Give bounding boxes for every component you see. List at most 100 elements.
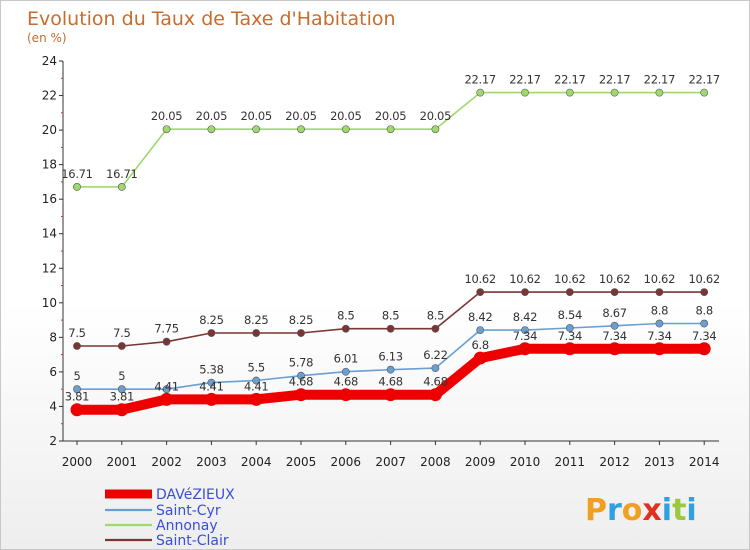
y-axis-unit: (en %) <box>27 31 67 45</box>
data-label: 22.17 <box>644 73 675 87</box>
data-label: 5.78 <box>289 356 313 370</box>
data-label: 22.17 <box>554 73 585 87</box>
data-label: 6.01 <box>334 352 358 366</box>
data-label: 20.05 <box>375 109 406 123</box>
data-point <box>341 367 350 376</box>
data-label: 5 <box>73 369 80 383</box>
x-tick-label: 2000 <box>62 455 93 469</box>
y-tick-label: 16 <box>42 192 57 206</box>
data-point <box>252 125 261 134</box>
data-label: 10.62 <box>599 272 630 286</box>
x-tick-label: 2005 <box>286 455 317 469</box>
data-point <box>252 329 261 337</box>
data-point <box>476 288 485 297</box>
y-tick-label: 12 <box>42 261 57 275</box>
logo-letter: P <box>585 493 607 528</box>
data-label: 8.42 <box>513 310 537 324</box>
data-point <box>162 385 171 394</box>
data-point <box>341 125 350 134</box>
data-label: 5 <box>118 369 125 383</box>
logo-letter: t <box>672 493 686 528</box>
data-point <box>73 342 81 350</box>
data-label: 4.41 <box>199 379 223 393</box>
data-label: 10.62 <box>688 272 719 286</box>
x-tick-label: 2007 <box>375 455 406 469</box>
data-label: 10.62 <box>464 272 495 286</box>
data-label: 10.62 <box>554 272 585 286</box>
logo-letter: x <box>642 493 661 528</box>
data-point <box>563 342 577 356</box>
data-point <box>518 342 532 356</box>
data-point <box>700 88 709 97</box>
data-label: 8.25 <box>199 313 223 327</box>
data-label: 8.5 <box>337 309 354 323</box>
series-line-2 <box>76 91 705 188</box>
x-tick-label: 2004 <box>241 455 272 469</box>
x-tick-label: 2003 <box>196 455 227 469</box>
data-label: 6.13 <box>378 350 402 364</box>
data-label: 20.05 <box>240 109 271 123</box>
data-label: 22.17 <box>509 73 540 87</box>
data-point <box>431 125 440 134</box>
data-label: 8.5 <box>382 309 399 323</box>
x-tick-label: 2009 <box>465 455 496 469</box>
data-point <box>655 288 664 297</box>
data-labels: 16.71 16.71 20.05 20.05 20.05 20.05 20.05 20.05… <box>61 73 720 404</box>
x-tick-label: 2012 <box>599 455 630 469</box>
data-point <box>610 88 619 97</box>
data-point <box>700 288 709 297</box>
data-label: 20.05 <box>420 109 451 123</box>
data-point <box>473 351 487 365</box>
series-points <box>70 88 711 417</box>
data-point <box>162 337 171 346</box>
data-point <box>610 321 619 330</box>
data-point <box>428 388 442 402</box>
data-point <box>204 392 218 406</box>
data-point <box>565 88 574 97</box>
data-label: 22.17 <box>688 73 719 87</box>
data-label: 8.25 <box>289 313 313 327</box>
data-point <box>386 324 395 333</box>
logo-letter: i <box>686 493 696 528</box>
data-point <box>697 342 711 356</box>
data-label: 10.62 <box>644 272 675 286</box>
y-tick-label: 18 <box>42 158 57 172</box>
y-tick-label: 8 <box>49 330 57 344</box>
data-point <box>384 388 398 402</box>
y-tick-label: 6 <box>49 365 57 379</box>
data-label: 8.42 <box>468 310 492 324</box>
data-label: 8.5 <box>427 309 444 323</box>
data-point <box>476 326 485 335</box>
data-point <box>386 365 395 374</box>
data-point <box>249 392 263 406</box>
data-point <box>117 385 126 394</box>
data-point <box>700 319 709 328</box>
data-point <box>521 88 529 97</box>
logo-letter: i <box>662 493 672 528</box>
data-point <box>655 319 664 328</box>
data-label: 6.22 <box>423 348 447 362</box>
x-tick-label: 2010 <box>510 455 541 469</box>
y-tick-label: 22 <box>42 89 57 103</box>
y-tick-label: 20 <box>42 123 57 137</box>
data-label: 6.8 <box>472 338 489 352</box>
data-point <box>339 388 353 402</box>
data-label: 5.38 <box>199 363 223 377</box>
data-point <box>297 371 305 380</box>
data-point <box>386 125 395 134</box>
data-point <box>476 88 485 97</box>
legend-label: DAVéZIEUX <box>156 487 235 503</box>
x-tick-label: 2001 <box>107 455 138 469</box>
x-tick-label: 2006 <box>331 455 362 469</box>
data-label: 10.62 <box>509 272 540 286</box>
data-label: 8.8 <box>696 304 713 318</box>
data-point <box>252 376 261 385</box>
data-point <box>297 329 305 337</box>
data-label: 16.71 <box>61 167 92 181</box>
y-tick-label: 10 <box>42 296 57 310</box>
data-point <box>294 388 308 402</box>
